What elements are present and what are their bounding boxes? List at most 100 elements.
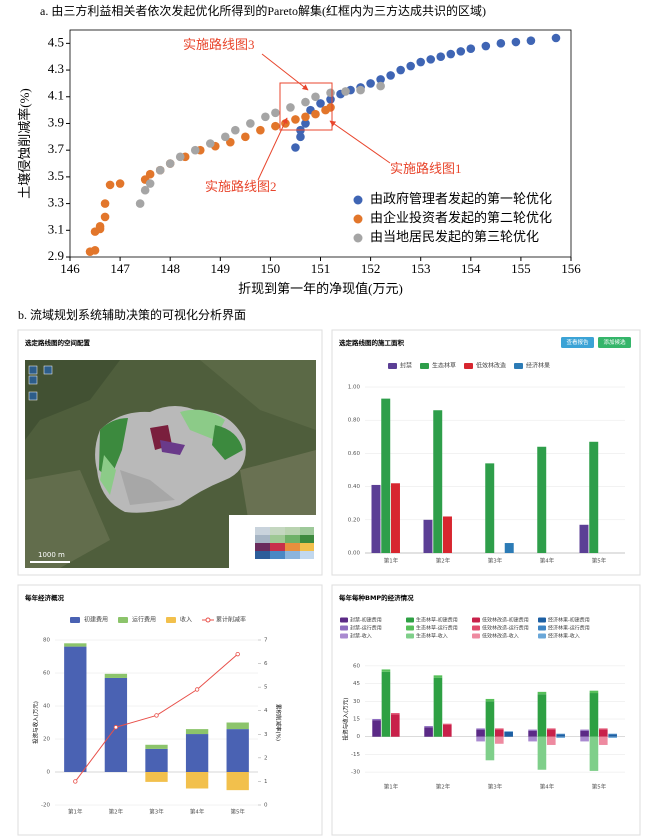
- bar: [372, 720, 381, 737]
- y-tick-label: 0.20: [348, 517, 361, 523]
- bar: [433, 410, 443, 553]
- data-point: [341, 87, 350, 96]
- y-tick-label: 0.40: [348, 484, 361, 490]
- panel-title: 每年经济概况: [25, 593, 65, 602]
- y-tick-label: -15: [351, 752, 360, 758]
- bar: [556, 733, 565, 735]
- y-tick-label: 4: [264, 708, 268, 714]
- bar: [580, 729, 589, 731]
- bar: [443, 516, 452, 553]
- legend-swatch: [340, 625, 348, 631]
- bar: [556, 734, 565, 737]
- data-point: [205, 139, 215, 148]
- y-tick-label: 4.3: [48, 61, 64, 76]
- y-tick-label: 30: [353, 699, 360, 705]
- button[interactable]: [598, 337, 631, 348]
- y-tick-label: 0.00: [348, 551, 361, 557]
- data-point: [366, 79, 375, 88]
- legend-marker: [353, 233, 363, 243]
- legend-label: 低效林改造-运行费用: [482, 625, 529, 632]
- legend-swatch: [406, 617, 414, 623]
- bar: [589, 441, 599, 553]
- data-point: [496, 39, 506, 48]
- y-axis-label: 投资与收入(万元): [32, 701, 40, 744]
- x-tick-label: 155: [511, 261, 531, 276]
- chart-title: a. 由三方利益相关者依次发起优化所得到的Pareto解集(红框内为三方达成共识…: [40, 3, 486, 18]
- y-tick-label: 3.7: [48, 141, 65, 156]
- data-point: [246, 119, 255, 128]
- bar: [528, 736, 537, 742]
- data-point: [376, 81, 385, 91]
- y-tick-label: 2: [264, 755, 268, 761]
- legend-swatch: [538, 617, 546, 623]
- bar: [495, 728, 504, 730]
- data-point: [406, 61, 415, 71]
- data-point: [271, 121, 280, 131]
- legend-label: 由企业投资者发起的第二轮优化: [370, 210, 552, 225]
- y-tick-label: 40: [43, 704, 50, 710]
- x-tick-label: 第5年: [592, 783, 607, 791]
- bar: [104, 677, 128, 772]
- y2-axis-label: 累积削减率(%): [275, 704, 283, 741]
- bar: [589, 736, 599, 771]
- bar: [599, 736, 608, 745]
- data-point: [256, 125, 265, 135]
- data-point: [100, 199, 110, 208]
- x-tick-label: 第3年: [488, 557, 503, 565]
- bar: [145, 772, 168, 782]
- legend-label: 经济林果-收入: [548, 633, 580, 640]
- bar: [185, 772, 209, 789]
- legend-label: 经济林果-运行费用: [548, 625, 590, 632]
- bar: [537, 691, 547, 695]
- legend-label: 低效林改造: [476, 362, 506, 370]
- button[interactable]: [561, 337, 594, 348]
- x-tick-label: 第2年: [436, 557, 451, 565]
- data-point: [526, 36, 536, 45]
- data-point: [271, 108, 280, 118]
- x-tick-label: 第1年: [384, 557, 399, 565]
- line-marker: [113, 725, 119, 730]
- bar: [504, 731, 513, 737]
- data-point: [301, 97, 310, 107]
- data-point: [286, 103, 295, 112]
- x-tick-label: 156: [561, 261, 581, 276]
- y-tick-label: 3.9: [48, 114, 64, 129]
- legend-label: 经济林果: [526, 362, 550, 370]
- data-point: [145, 179, 155, 188]
- bar: [537, 736, 547, 770]
- x-tick-label: 第1年: [384, 783, 399, 791]
- y-tick-label: 3: [264, 732, 268, 738]
- legend-swatch: [70, 617, 80, 623]
- bar: [580, 730, 589, 737]
- y-tick-label: 2.9: [48, 248, 64, 263]
- legend-label: 封禁-运行费用: [350, 625, 382, 632]
- data-point: [436, 52, 446, 62]
- bar: [433, 675, 443, 678]
- bar: [547, 729, 556, 737]
- legend-swatch: [340, 633, 348, 639]
- bar: [64, 643, 87, 647]
- bar: [476, 736, 485, 742]
- bar: [589, 690, 599, 694]
- bar: [495, 729, 504, 737]
- data-point: [396, 65, 405, 75]
- bar: [485, 736, 495, 761]
- y-tick-label: 15: [353, 717, 360, 723]
- legend-swatch: [464, 363, 473, 369]
- bar: [391, 483, 400, 553]
- bar: [485, 698, 495, 702]
- y-tick-label: 80: [43, 638, 50, 644]
- legend-label: 初建费用: [84, 616, 108, 624]
- data-point: [231, 125, 240, 135]
- y-tick-label: 0: [47, 770, 51, 776]
- data-point: [301, 119, 310, 128]
- data-point: [296, 132, 305, 142]
- bar: [547, 736, 556, 745]
- line-marker: [235, 651, 240, 657]
- data-point: [316, 99, 325, 108]
- bar: [145, 748, 168, 772]
- bar: [495, 736, 504, 744]
- bar: [608, 733, 617, 735]
- consensus-box: [279, 82, 333, 131]
- legend-label: 由当地居民发起的第三轮优化: [370, 229, 539, 244]
